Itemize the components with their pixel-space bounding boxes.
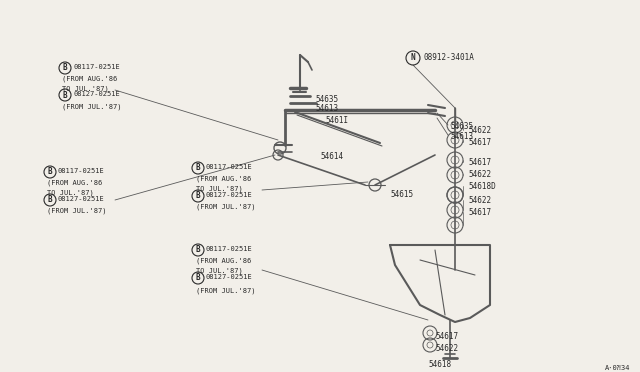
Text: 08127-0251E: 08127-0251E bbox=[206, 274, 253, 280]
Text: B: B bbox=[48, 196, 52, 205]
Text: B: B bbox=[63, 90, 67, 99]
Text: N: N bbox=[411, 54, 415, 62]
Text: (FROM AUG.'86: (FROM AUG.'86 bbox=[196, 258, 252, 264]
Text: 54617: 54617 bbox=[435, 332, 458, 341]
Text: B: B bbox=[48, 167, 52, 176]
Text: 08117-0251E: 08117-0251E bbox=[58, 168, 105, 174]
Text: TO JUL.'87): TO JUL.'87) bbox=[196, 185, 243, 192]
Text: 08117-0251E: 08117-0251E bbox=[73, 64, 120, 70]
Text: 54614: 54614 bbox=[320, 152, 343, 161]
Text: 08117-0251E: 08117-0251E bbox=[206, 164, 253, 170]
Text: 54622: 54622 bbox=[468, 196, 491, 205]
Text: 54622: 54622 bbox=[468, 170, 491, 179]
Text: A·0⁈34: A·0⁈34 bbox=[605, 365, 630, 371]
Text: 54613: 54613 bbox=[450, 132, 473, 141]
Text: 54617: 54617 bbox=[468, 138, 491, 147]
Text: (FROM JUL.'87): (FROM JUL.'87) bbox=[196, 287, 255, 294]
Text: (FROM JUL.'87): (FROM JUL.'87) bbox=[62, 103, 122, 109]
Text: (FROM JUL.'87): (FROM JUL.'87) bbox=[47, 207, 106, 214]
Text: 08117-0251E: 08117-0251E bbox=[206, 246, 253, 252]
Text: (FROM AUG.'86: (FROM AUG.'86 bbox=[196, 176, 252, 183]
Text: 5461I: 5461I bbox=[325, 116, 348, 125]
Text: B: B bbox=[196, 164, 200, 173]
Text: 54635: 54635 bbox=[315, 95, 338, 104]
Text: 54635: 54635 bbox=[450, 122, 473, 131]
Text: B: B bbox=[196, 273, 200, 282]
Text: 54622: 54622 bbox=[468, 126, 491, 135]
Text: 54622: 54622 bbox=[435, 344, 458, 353]
Text: (FROM AUG.'86: (FROM AUG.'86 bbox=[62, 76, 117, 83]
Text: B: B bbox=[63, 64, 67, 73]
Text: 54618D: 54618D bbox=[468, 182, 496, 191]
Text: 08127-0251E: 08127-0251E bbox=[58, 196, 105, 202]
Text: 54613: 54613 bbox=[315, 104, 338, 113]
Text: 08127-0251E: 08127-0251E bbox=[73, 91, 120, 97]
Text: 54617: 54617 bbox=[468, 208, 491, 217]
Text: B: B bbox=[196, 192, 200, 201]
Text: TO JUL.'87): TO JUL.'87) bbox=[47, 189, 93, 196]
Text: TO JUL.'87): TO JUL.'87) bbox=[196, 267, 243, 273]
Text: TO JUL.'87): TO JUL.'87) bbox=[62, 85, 109, 92]
Text: (FROM AUG.'86: (FROM AUG.'86 bbox=[47, 180, 102, 186]
Text: B: B bbox=[196, 246, 200, 254]
Text: (FROM JUL.'87): (FROM JUL.'87) bbox=[196, 204, 255, 211]
Text: 08127-0251E: 08127-0251E bbox=[206, 192, 253, 198]
Text: 08912-3401A: 08912-3401A bbox=[423, 53, 474, 62]
Text: 54617: 54617 bbox=[468, 158, 491, 167]
Text: 54618: 54618 bbox=[428, 360, 451, 369]
Text: 54615: 54615 bbox=[390, 190, 413, 199]
